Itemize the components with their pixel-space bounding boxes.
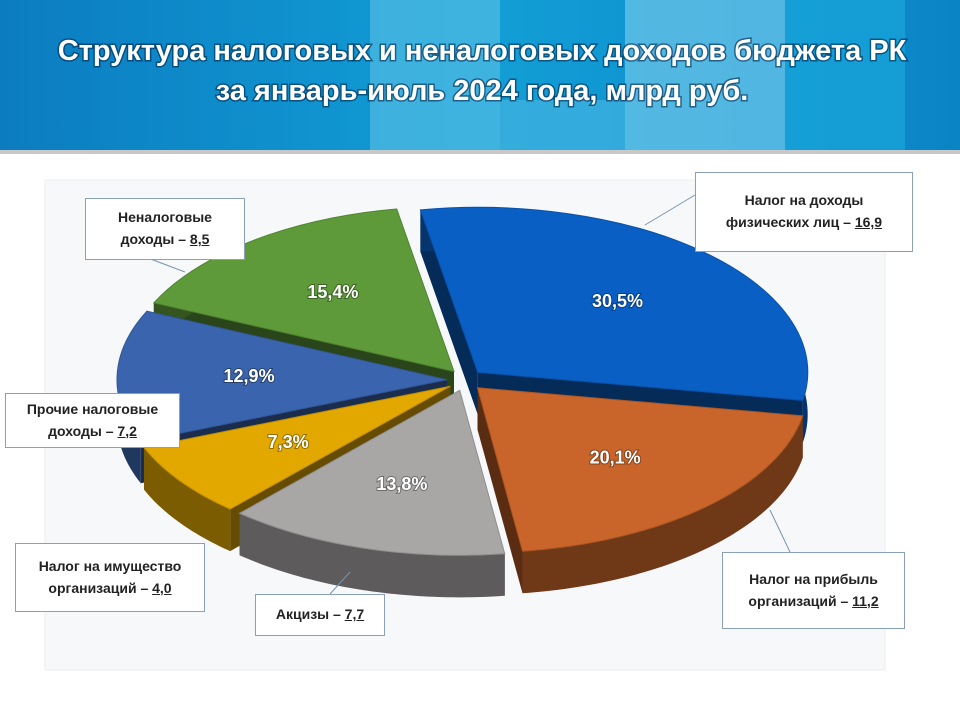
callout-text: Прочие налоговые доходы – 7,2: [12, 399, 173, 442]
category-label: Налог на прибыль организаций –: [748, 570, 878, 609]
header-stripe: [625, 0, 785, 152]
category-label: Прочие налоговые доходы –: [26, 400, 159, 439]
amount-label: 16,9: [854, 214, 883, 230]
callout-line: [329, 571, 351, 595]
callout: Налог на доходы физических лиц – 16,9: [695, 172, 913, 252]
slice-side: [522, 415, 803, 594]
header-stripe: [370, 0, 500, 152]
callout-text: Акцизы – 7,7: [276, 604, 364, 626]
callout-text: Налог на имущество организаций – 4,0: [22, 556, 198, 599]
callout-text: Налог на доходы физических лиц – 16,9: [702, 190, 906, 233]
category-label: Налог на доходы физических лиц –: [725, 192, 864, 230]
callout-line: [769, 509, 791, 553]
slice-label: 15,4%: [307, 282, 358, 302]
slice-top: [152, 208, 455, 373]
slice-side: [144, 447, 231, 552]
pie: 15,4% 30,5% 12,9% 7,3% 20,1% 13,8%: [116, 206, 809, 598]
category-label: Налог на имущество организаций –: [38, 557, 182, 596]
callout: Налог на имущество организаций – 4,0: [15, 543, 205, 612]
slice-side: [239, 513, 505, 598]
slice-wall: [477, 387, 523, 594]
amount-label: 8,5: [189, 231, 210, 247]
callout-line: [644, 194, 696, 226]
category-label: Акцизы –: [275, 606, 341, 623]
category-label: Неналоговые доходы –: [118, 209, 212, 247]
slice-label: 13,8%: [376, 474, 427, 494]
amount-label: 11,2: [852, 592, 879, 609]
slice-top: [476, 387, 804, 552]
chart-title: Структура налоговых и неналоговых доходо…: [58, 35, 907, 67]
header-stripe: [500, 100, 625, 152]
slice-top: [419, 206, 809, 401]
slice-wall: [420, 209, 478, 415]
callout: Прочие налоговые доходы – 7,2: [5, 393, 180, 448]
amount-label: 4,0: [152, 579, 172, 596]
slice-label: 20,1%: [590, 448, 641, 468]
slice: 20,1%: [476, 387, 804, 594]
slice-label: 7,3%: [268, 432, 309, 452]
slice-label: 12,9%: [224, 366, 275, 386]
header-stripe: [785, 0, 905, 152]
callout-text: Налог на прибыль организаций – 11,2: [729, 569, 898, 612]
callout: Акцизы – 7,7: [255, 594, 385, 636]
callout: Неналоговые доходы – 8,5: [85, 198, 245, 260]
amount-label: 7,7: [344, 606, 365, 623]
amount-label: 7,2: [117, 422, 137, 439]
slice-label: 30,5%: [592, 291, 643, 311]
slice-top: [143, 385, 451, 510]
callout: Налог на прибыль организаций – 11,2: [722, 552, 905, 629]
slice-top: [238, 389, 506, 556]
callout-text: Неналоговые доходы – 8,5: [92, 207, 238, 250]
slice: 13,8%: [238, 389, 506, 598]
chart-subtitle: за январь-июль 2024 года, млрд руб.: [216, 75, 749, 107]
header-shadow: [0, 150, 960, 154]
